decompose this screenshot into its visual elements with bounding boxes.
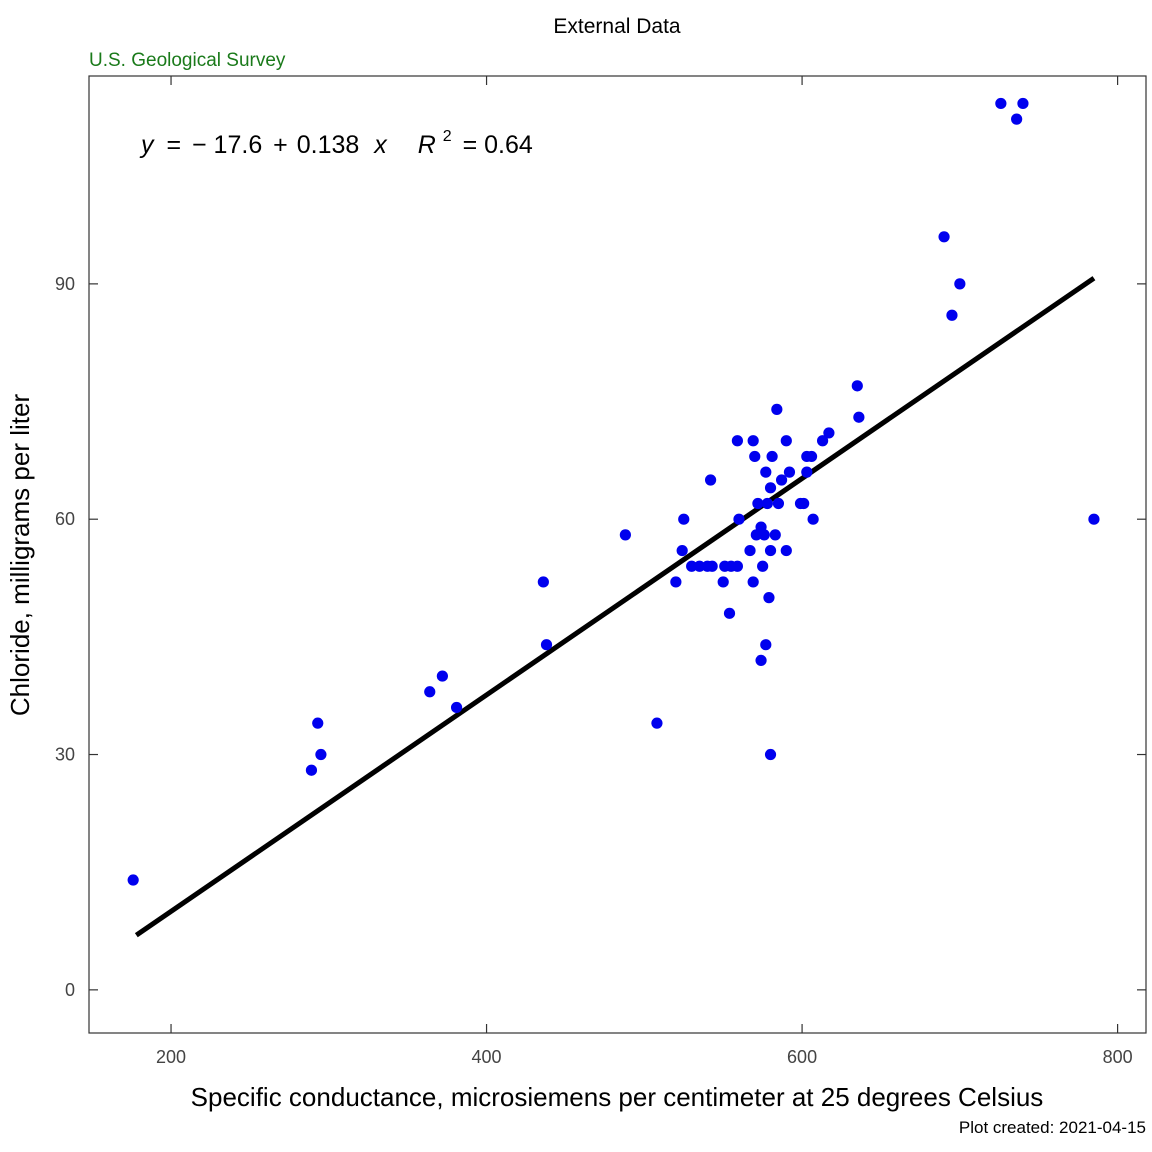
x-tick-label: 200	[156, 1047, 186, 1067]
data-point	[424, 686, 436, 698]
plot-created-caption: Plot created: 2021-04-15	[959, 1118, 1146, 1137]
eq-y-symbol: y	[139, 131, 155, 159]
eq-equals: =	[166, 131, 181, 159]
data-point	[772, 497, 785, 510]
eq-r-exponent: 2	[443, 128, 452, 145]
data-point	[805, 450, 818, 463]
data-point	[670, 576, 682, 588]
data-point	[755, 654, 767, 666]
data-point	[315, 748, 327, 761]
data-point	[769, 529, 781, 541]
data-point	[540, 639, 553, 651]
data-point	[704, 474, 717, 486]
data-point	[706, 560, 718, 572]
data-point	[760, 466, 772, 478]
data-point	[752, 497, 764, 510]
data-point	[127, 874, 139, 886]
eq-slope: 0.138	[297, 131, 360, 159]
eq-plus: +	[273, 131, 288, 159]
plot-frame	[88, 75, 1147, 1034]
data-point	[733, 513, 745, 525]
x-tick-label: 800	[1103, 1047, 1133, 1067]
data-point	[798, 497, 810, 510]
y-tick-label: 30	[55, 745, 75, 765]
regression-equation: y = − 17.6 + 0.138 x R 2 = 0.64	[139, 119, 533, 159]
data-point	[757, 560, 769, 572]
data-point	[693, 560, 706, 572]
x-tick-label: 400	[472, 1047, 502, 1067]
data-point	[823, 427, 835, 439]
y-tick-label: 90	[55, 274, 75, 294]
data-point	[676, 544, 688, 557]
data-point	[537, 576, 549, 588]
eq-x-symbol: x	[373, 131, 388, 159]
chart-subtitle: U.S. Geological Survey	[89, 50, 286, 71]
data-point	[801, 466, 813, 478]
data-point	[747, 435, 759, 447]
data-point	[764, 748, 777, 761]
data-point	[450, 701, 463, 714]
data-point	[760, 639, 772, 651]
data-point	[766, 450, 778, 463]
data-point	[775, 474, 788, 486]
chart-title: External Data	[553, 15, 681, 38]
data-point	[1088, 513, 1100, 525]
eq-intercept: − 17.6	[192, 131, 262, 159]
x-axis-title: Specific conductance, microsiemens per c…	[191, 1082, 1044, 1112]
data-point	[758, 529, 770, 541]
data-point	[436, 670, 448, 682]
data-point	[747, 576, 759, 588]
data-point	[771, 403, 783, 415]
y-axis-title: Chloride, milligrams per liter	[5, 394, 35, 717]
data-point	[764, 482, 777, 494]
data-point	[946, 309, 958, 321]
data-point	[723, 607, 736, 619]
data-point	[938, 231, 950, 243]
data-point	[651, 717, 663, 729]
data-point	[763, 592, 775, 604]
data-point	[312, 717, 324, 729]
data-point	[780, 544, 792, 557]
eq-r2-value: = 0.64	[463, 131, 533, 159]
data-point	[807, 513, 819, 525]
data-point	[816, 435, 829, 447]
axis-ticks: 200 400 600 800 0 30 60 90	[55, 76, 1146, 1067]
data-point	[305, 764, 318, 776]
regression-line	[134, 276, 1096, 938]
data-point	[619, 529, 631, 541]
eq-r-symbol: R	[418, 131, 436, 159]
data-point	[744, 544, 756, 557]
data-point	[995, 97, 1007, 110]
data-point	[761, 497, 773, 510]
data-point	[686, 560, 698, 572]
data-point	[678, 513, 690, 525]
data-point	[717, 576, 729, 588]
regression-line-group	[134, 276, 1096, 938]
data-point	[851, 380, 863, 392]
data-point	[764, 544, 777, 557]
y-tick-label: 0	[65, 980, 75, 1000]
data-point	[780, 435, 792, 447]
data-point	[731, 560, 743, 572]
data-point	[749, 450, 761, 463]
data-points	[127, 97, 1100, 886]
data-point	[1011, 113, 1023, 125]
data-point	[954, 278, 966, 290]
y-tick-label: 60	[55, 509, 75, 529]
x-tick-label: 600	[787, 1047, 817, 1067]
data-point	[853, 411, 865, 423]
data-point	[783, 466, 796, 478]
data-point	[731, 435, 743, 447]
data-point	[1017, 97, 1029, 110]
